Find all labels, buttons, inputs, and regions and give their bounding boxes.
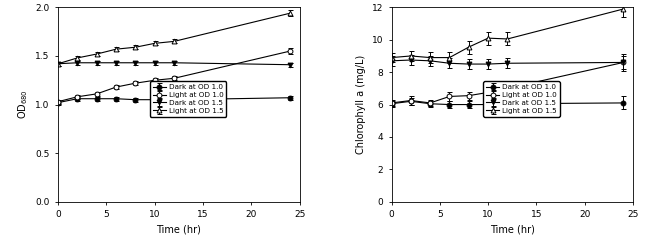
Y-axis label: OD$_{680}$: OD$_{680}$ [16, 90, 30, 120]
Legend: Dark at OD 1.0, Light at OD 1.0, Dark at OD 1.5, Light at OD 1.5: Dark at OD 1.0, Light at OD 1.0, Dark at… [150, 81, 226, 117]
Y-axis label: Chlorophyll a (mg/L): Chlorophyll a (mg/L) [356, 55, 366, 154]
X-axis label: Time (hr): Time (hr) [490, 225, 535, 235]
X-axis label: Time (hr): Time (hr) [156, 225, 202, 235]
Legend: Dark at OD 1.0, Light at OD 1.0, Dark at OD 1.5, Light at OD 1.5: Dark at OD 1.0, Light at OD 1.0, Dark at… [483, 81, 559, 117]
